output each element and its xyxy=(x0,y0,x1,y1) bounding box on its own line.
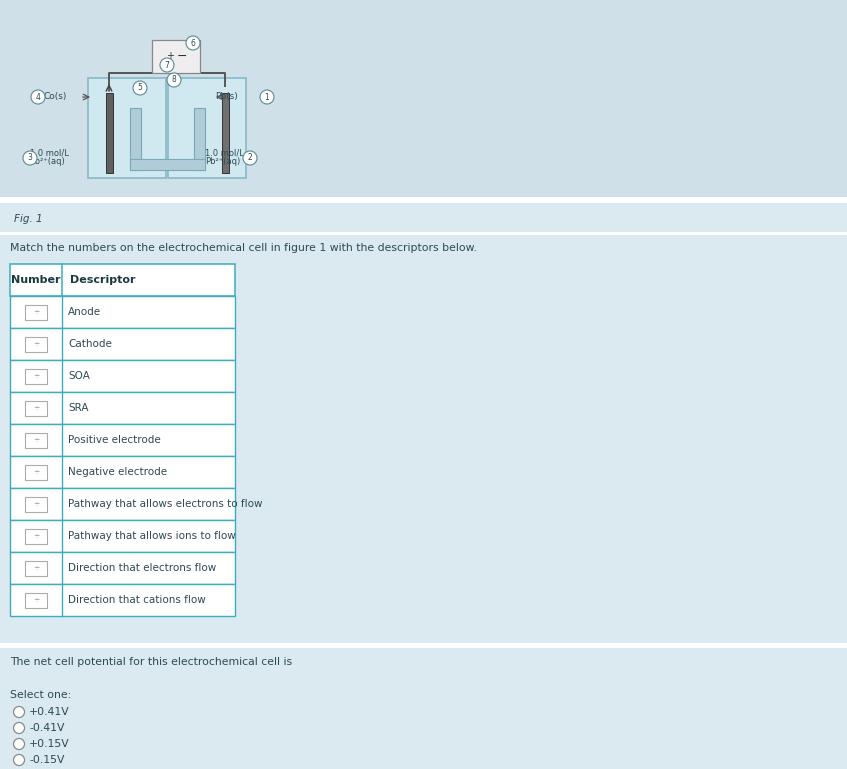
Circle shape xyxy=(23,151,37,165)
Text: SRA: SRA xyxy=(68,403,88,413)
Bar xyxy=(0,232,847,235)
Text: Select one:: Select one: xyxy=(10,690,71,700)
Text: Negative electrode: Negative electrode xyxy=(68,467,167,477)
Bar xyxy=(168,78,246,178)
Bar xyxy=(10,296,235,328)
Bar xyxy=(222,93,229,173)
Bar xyxy=(10,264,235,296)
Circle shape xyxy=(260,90,274,104)
Bar xyxy=(25,401,47,415)
Text: Direction that electrons flow: Direction that electrons flow xyxy=(68,563,216,573)
Text: 1: 1 xyxy=(264,92,269,102)
Text: ÷: ÷ xyxy=(33,500,39,508)
Text: Number: Number xyxy=(11,275,61,285)
Text: 2: 2 xyxy=(247,154,252,162)
Text: +0.15V: +0.15V xyxy=(29,739,69,749)
Bar xyxy=(88,78,166,178)
Text: Co²⁺(aq): Co²⁺(aq) xyxy=(30,158,66,167)
Bar xyxy=(130,108,141,170)
Circle shape xyxy=(31,90,45,104)
Bar xyxy=(10,424,235,456)
Bar xyxy=(152,40,200,73)
Circle shape xyxy=(133,81,147,95)
Text: 8: 8 xyxy=(172,75,176,85)
Circle shape xyxy=(160,58,174,72)
Text: +: + xyxy=(166,51,174,61)
Bar xyxy=(10,584,235,616)
Bar xyxy=(25,432,47,448)
Text: Pb²⁺(aq): Pb²⁺(aq) xyxy=(205,158,241,167)
Text: 1.0 mol/L: 1.0 mol/L xyxy=(30,148,69,158)
Bar xyxy=(130,159,205,170)
Text: Positive electrode: Positive electrode xyxy=(68,435,161,445)
Bar xyxy=(0,0,847,200)
Text: -0.15V: -0.15V xyxy=(29,755,64,765)
Text: Pathway that allows ions to flow: Pathway that allows ions to flow xyxy=(68,531,235,541)
Bar xyxy=(10,488,235,520)
Circle shape xyxy=(14,723,25,734)
Bar xyxy=(10,328,235,360)
Text: ÷: ÷ xyxy=(33,564,39,572)
Bar xyxy=(10,520,235,552)
Bar xyxy=(194,108,205,170)
Bar xyxy=(10,456,235,488)
Text: ÷: ÷ xyxy=(33,339,39,348)
Circle shape xyxy=(14,738,25,750)
Bar xyxy=(25,337,47,351)
Text: Match the numbers on the electrochemical cell in figure 1 with the descriptors b: Match the numbers on the electrochemical… xyxy=(10,243,477,253)
Bar xyxy=(25,305,47,319)
Text: Cathode: Cathode xyxy=(68,339,112,349)
Text: ÷: ÷ xyxy=(33,468,39,477)
Text: Pathway that allows electrons to flow: Pathway that allows electrons to flow xyxy=(68,499,263,509)
Text: ÷: ÷ xyxy=(33,435,39,444)
Text: 5: 5 xyxy=(137,84,142,92)
Text: ÷: ÷ xyxy=(33,371,39,381)
Bar xyxy=(0,643,847,648)
Bar xyxy=(25,528,47,544)
Bar xyxy=(25,368,47,384)
Bar xyxy=(0,648,847,769)
Bar xyxy=(25,561,47,575)
Bar xyxy=(25,497,47,511)
Circle shape xyxy=(243,151,257,165)
Text: Direction that cations flow: Direction that cations flow xyxy=(68,595,206,605)
Text: ÷: ÷ xyxy=(33,595,39,604)
Text: +0.41V: +0.41V xyxy=(29,707,69,717)
Text: ÷: ÷ xyxy=(33,308,39,317)
Text: 6: 6 xyxy=(191,38,196,48)
Bar xyxy=(25,464,47,480)
Bar xyxy=(10,552,235,584)
Text: The net cell potential for this electrochemical cell is: The net cell potential for this electroc… xyxy=(10,657,292,667)
Text: 1.0 mol/L: 1.0 mol/L xyxy=(205,148,244,158)
Bar xyxy=(25,592,47,608)
Circle shape xyxy=(186,36,200,50)
Bar xyxy=(106,93,113,173)
Text: 7: 7 xyxy=(164,61,169,69)
Text: 3: 3 xyxy=(28,154,32,162)
Text: Descriptor: Descriptor xyxy=(70,275,136,285)
Text: Anode: Anode xyxy=(68,307,101,317)
Text: Pb(s): Pb(s) xyxy=(215,92,238,101)
Bar xyxy=(0,197,847,203)
Text: ÷: ÷ xyxy=(33,531,39,541)
Text: Co(s): Co(s) xyxy=(44,92,68,101)
Text: −: − xyxy=(177,49,187,62)
Bar xyxy=(10,392,235,424)
Circle shape xyxy=(14,707,25,717)
Text: -0.41V: -0.41V xyxy=(29,723,64,733)
Bar xyxy=(10,360,235,392)
Text: Fig. 1: Fig. 1 xyxy=(14,214,42,224)
Bar xyxy=(0,203,847,232)
Text: SOA: SOA xyxy=(68,371,90,381)
Bar xyxy=(0,235,847,644)
Text: ÷: ÷ xyxy=(33,404,39,412)
Circle shape xyxy=(167,73,181,87)
Text: 4: 4 xyxy=(36,92,41,102)
Circle shape xyxy=(14,754,25,765)
